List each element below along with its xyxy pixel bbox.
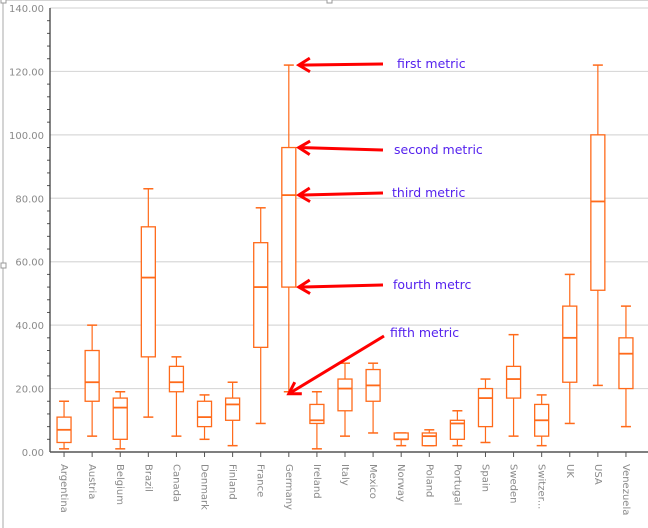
x-tick-label: Belgium [114,464,125,505]
y-tick-label: 20.00 [15,385,44,396]
box-spain [477,378,494,444]
x-tick-label: Brazil [142,464,153,492]
box-sweden [505,333,522,437]
box-brazil [140,188,156,418]
iqr-box [477,387,494,428]
box-mexico [365,362,381,434]
annotation-4: fourth metrc [295,277,472,295]
arrow-head-icon [286,381,302,396]
iqr-box [421,432,437,447]
arrow-line [288,334,385,396]
resize-handle-top-left[interactable] [0,0,7,4]
arrow-line [298,283,384,289]
box-uk [562,273,578,425]
box-canada [168,356,185,437]
x-tick-label: France [255,464,266,497]
y-tick-label: 80.00 [15,194,44,205]
x-tick-label: Italy [339,464,350,486]
box-argentina [56,400,72,450]
y-tick-label: 0.00 [22,448,44,459]
resize-handle-top[interactable] [326,0,333,4]
iqr-box [590,134,606,291]
iqr-box [84,349,100,402]
annotations: first metric second metric third metric fou… [286,56,483,396]
resize-handle-left[interactable] [0,262,7,269]
box-france [253,207,269,425]
y-tick-label: 60.00 [15,258,44,269]
x-tick-label: Sweden [508,464,519,504]
annotation-5: fifth metric [286,325,459,396]
iqr-box [449,419,466,440]
box-portugal [449,410,466,447]
box-belgium [112,390,128,450]
arrow-head-icon [295,56,311,74]
x-tick-label: Mexico [367,464,378,499]
iqr-box [337,378,353,412]
x-tick-label: Poland [423,464,434,497]
iqr-box [168,365,185,393]
annotation-label: fifth metric [390,325,459,340]
box-italy [337,362,353,437]
iqr-box [253,242,269,348]
annotation-label: second metric [394,142,483,157]
y-tick-label: 120.00 [9,67,44,78]
iqr-box [505,365,522,399]
box-denmark [196,394,213,441]
box-ireland [309,390,325,450]
iqr-box [393,432,409,440]
arrow-head-icon [295,186,311,203]
arrow-line [298,146,384,152]
box-norway [393,432,409,447]
box-austria [84,324,100,437]
annotation-1: first metric [295,56,466,74]
arrow-head-icon [295,139,311,156]
x-tick-label: Norway [395,464,406,502]
x-tick-label: Canada [170,464,181,502]
arrow-head-icon [295,278,311,295]
boxes [56,64,634,450]
x-tick-label: Argentina [58,464,69,513]
x-tick-label: UK [564,464,575,478]
box-poland [421,429,437,447]
x-tick-label: Austria [86,464,97,499]
x-tick-label: Venezuela [620,464,631,515]
x-tick-label: Spain [479,464,490,492]
iqr-box [224,397,241,421]
iqr-box [309,403,325,425]
iqr-box [281,146,297,288]
annotation-label: fourth metrc [393,277,472,292]
annotation-label: first metric [397,56,466,71]
iqr-box [618,337,634,390]
x-tick-label: Switzer... [536,464,547,509]
box-germany [281,64,297,393]
x-tick-label: Denmark [199,464,210,510]
box-switzer [534,394,550,447]
x-tick-label: Portugal [451,464,462,505]
x-tick-label: USA [592,464,603,485]
y-tick-label: 100.00 [9,131,44,142]
iqr-box [562,305,578,383]
iqr-box [112,397,128,440]
box-venezuela [618,305,634,428]
iqr-box [140,226,156,358]
x-tick-label: Germany [283,464,294,510]
y-tick-label: 140.00 [9,4,44,15]
arrow-line [298,191,384,197]
x-tick-label: Ireland [311,464,322,499]
iqr-box [196,400,213,428]
y-axis: 0.00 20.00 40.00 60.00 80.00 100.00 120.00 140.… [9,4,51,459]
box-usa [590,64,606,387]
x-axis: Argentina Austria Belgium Brazil Canada Denma… [50,451,648,515]
annotation-2: second metric [295,139,483,157]
y-tick-label: 40.00 [15,321,44,332]
arrow-line [298,62,384,67]
annotation-3: third metric [295,185,466,203]
x-tick-label: Finland [227,464,238,500]
annotation-label: third metric [392,185,466,200]
box-finland [224,381,241,447]
